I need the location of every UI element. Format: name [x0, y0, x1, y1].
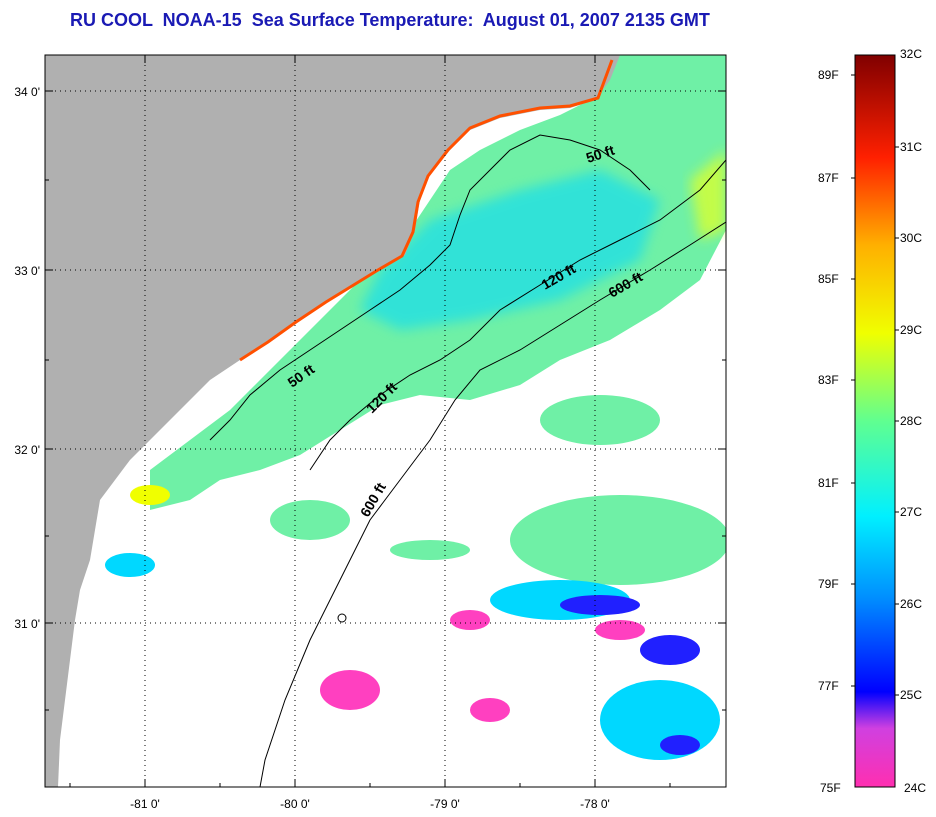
colorbar-c-label: 30C [900, 231, 923, 245]
sst-field-warm [690, 150, 726, 240]
sst-patch [660, 735, 700, 755]
lat-label: 32 0' [14, 443, 40, 457]
sst-patch [540, 395, 660, 445]
map-frame [44, 54, 727, 788]
sst-patch [390, 540, 470, 560]
colorbar-f-label: 79F [818, 577, 839, 591]
lon-label: -79 0' [430, 797, 460, 811]
lon-label: -80 0' [280, 797, 310, 811]
lon-label: -78 0' [580, 797, 610, 811]
colorbar-c-label: 28C [900, 414, 923, 428]
colorbar-c-label: 24C [904, 781, 927, 795]
colorbar-f-label: 89F [818, 68, 839, 82]
sst-patch [640, 635, 700, 665]
colorbar [854, 54, 896, 788]
land [45, 55, 620, 787]
sst-patch [450, 610, 490, 630]
sst-patch [105, 553, 155, 577]
sst-patch [510, 495, 726, 585]
contour-50ft [209, 134, 651, 441]
colorbar-c-label: 27C [900, 505, 923, 519]
sst-patch [270, 500, 350, 540]
sst-patch [130, 485, 170, 505]
sst-patch [470, 698, 510, 722]
lat-label: 31 0' [14, 617, 40, 631]
map-title: RU COOL NOAA-15 Sea Surface Temperature:… [70, 10, 710, 30]
contour-600ft [259, 221, 726, 787]
sst-patch [595, 620, 645, 640]
contour-120ft [309, 159, 726, 471]
lon-label: -81 0' [130, 797, 160, 811]
colorbar-c-label: 31C [900, 140, 923, 154]
lat-label: 33 0' [14, 264, 40, 278]
sst-patch [560, 595, 640, 615]
colorbar-f-label: 83F [818, 373, 839, 387]
colorbar-f-label: 75F [820, 781, 841, 795]
lat-label: 34 0' [14, 85, 40, 99]
colorbar-f-label: 87F [818, 171, 839, 185]
coastal-warm-strip [239, 59, 614, 362]
sst-patch [600, 680, 720, 760]
colorbar-f-label: 81F [818, 476, 839, 490]
colorbar-f-label: 77F [818, 679, 839, 693]
colorbar-c-label: 26C [900, 597, 923, 611]
colorbar-f-label: 85F [818, 272, 839, 286]
colorbar-c-label: 25C [900, 688, 923, 702]
colorbar-c-label: 29C [900, 323, 923, 337]
sst-patch [320, 670, 380, 710]
sst-field-cool [360, 170, 660, 330]
colorbar-c-label: 32C [900, 47, 923, 61]
